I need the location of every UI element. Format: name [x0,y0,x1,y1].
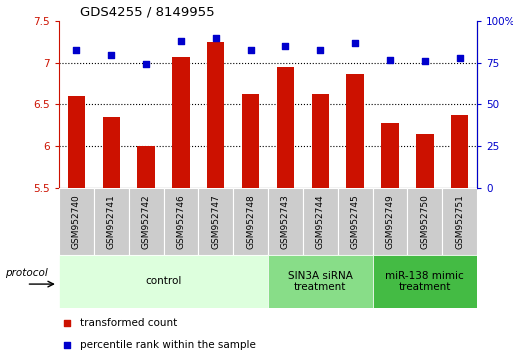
Point [421,58,429,64]
Text: GSM952747: GSM952747 [211,194,220,249]
Text: SIN3A siRNA
treatment: SIN3A siRNA treatment [288,270,353,292]
Bar [277,67,294,188]
Text: GSM952745: GSM952745 [351,194,360,249]
Point [281,44,289,49]
Text: GSM952750: GSM952750 [420,194,429,249]
Text: GSM952746: GSM952746 [176,194,185,249]
Bar [416,133,433,188]
Bar [268,188,303,255]
Bar [68,96,85,188]
Text: transformed count: transformed count [80,318,177,329]
Point [63,321,71,326]
Text: GDS4255 / 8149955: GDS4255 / 8149955 [80,6,214,19]
Point [212,35,220,41]
Bar [129,188,164,255]
Bar [451,115,468,188]
Text: GSM952751: GSM952751 [455,194,464,249]
Bar [442,188,477,255]
Text: control: control [145,276,182,286]
Point [386,57,394,62]
Bar [346,74,364,188]
Bar [407,188,442,255]
Point [107,52,115,57]
Point [177,38,185,44]
Point [316,47,324,52]
Text: GSM952748: GSM952748 [246,194,255,249]
Bar [372,255,477,308]
Point [247,47,255,52]
Bar [372,188,407,255]
Text: percentile rank within the sample: percentile rank within the sample [80,339,256,350]
Text: protocol: protocol [5,268,48,279]
Text: GSM952744: GSM952744 [316,194,325,249]
Bar [338,188,372,255]
Text: miR-138 mimic
treatment: miR-138 mimic treatment [385,270,464,292]
Point [456,55,464,61]
Bar [207,42,225,188]
Bar [242,93,260,188]
Bar [164,188,199,255]
Bar [103,117,120,188]
Text: GSM952741: GSM952741 [107,194,116,249]
Bar [233,188,268,255]
Bar [59,188,94,255]
Bar [381,123,399,188]
Bar [172,57,190,188]
Point [72,47,81,52]
Text: GSM952742: GSM952742 [142,194,151,249]
Point [351,40,359,46]
Bar [137,146,155,188]
Point [63,342,71,348]
Text: GSM952743: GSM952743 [281,194,290,249]
Bar [199,188,233,255]
Bar [59,255,268,308]
Point [142,62,150,67]
Bar [303,188,338,255]
Text: GSM952749: GSM952749 [385,194,394,249]
Bar [94,188,129,255]
Bar [311,93,329,188]
Bar [268,255,372,308]
Text: GSM952740: GSM952740 [72,194,81,249]
